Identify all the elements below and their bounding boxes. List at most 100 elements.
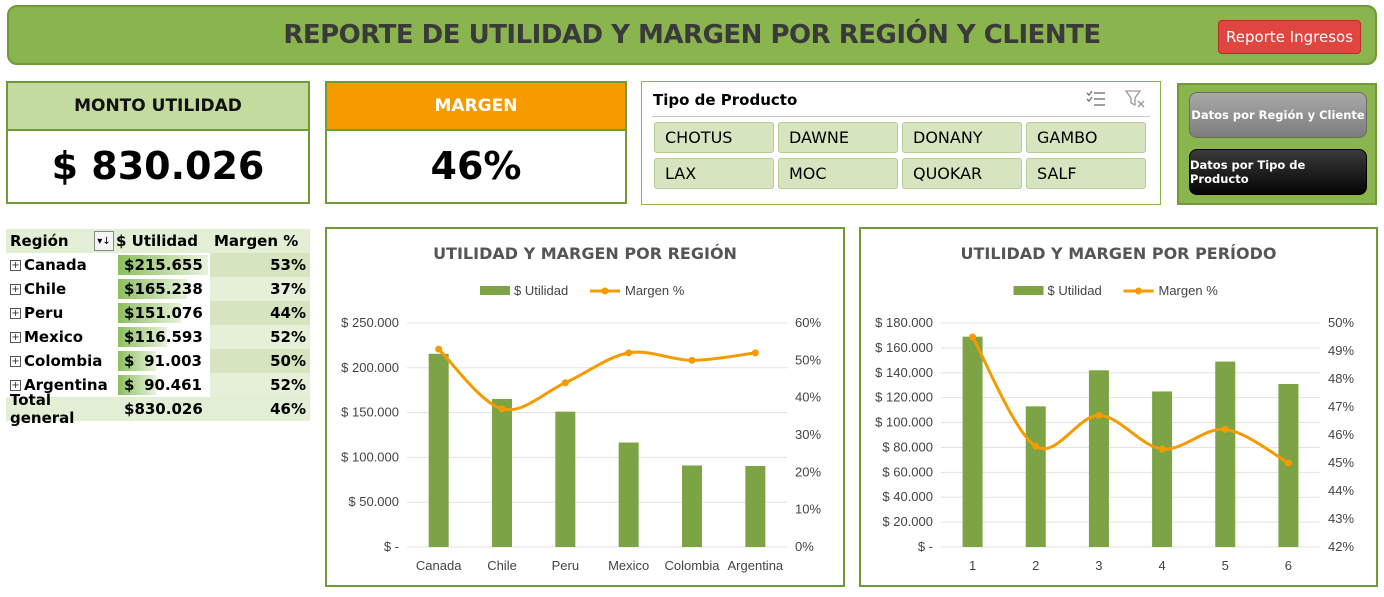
bar-utilidad (1088, 370, 1109, 547)
chart-utilidad-margen-periodo: UTILIDAD Y MARGEN POR PERÍODO $ Utilidad M… (859, 227, 1378, 587)
x-tick-label: Canada (416, 558, 462, 573)
x-tick-label: 1 (969, 558, 976, 573)
data-bar (118, 327, 167, 347)
y-tick-right: 0% (795, 539, 814, 554)
pivot-row: + Canada $215.655 53% (6, 253, 310, 277)
utilidad-value: 151.076 (134, 304, 203, 322)
y-tick-left: $ 20.000 (882, 514, 933, 529)
y-tick-right: 49% (1328, 343, 1354, 358)
slicer-title: Tipo de Producto (653, 91, 798, 109)
chart-utilidad-margen-region: UTILIDAD Y MARGEN POR REGIÓN $ Utilidad Ma… (325, 227, 845, 587)
y-tick-right: 40% (795, 390, 821, 405)
legend-label-utilidad: $ Utilidad (514, 283, 568, 298)
total-label: Total general (10, 391, 75, 427)
region-header: Región (10, 232, 69, 250)
bar-utilidad (492, 398, 512, 547)
point-margen (969, 333, 977, 341)
pivot-body: + Canada $215.655 53% + Chile $165.238 37% + Peru… (6, 253, 310, 397)
bar-utilidad (618, 442, 639, 547)
chart-svg: UTILIDAD Y MARGEN POR PERÍODO $ Utilidad M… (875, 244, 1354, 573)
expand-icon[interactable]: + (10, 331, 21, 343)
expand-icon[interactable]: + (10, 307, 21, 319)
y-tick-right: 42% (1328, 539, 1354, 554)
utilidad-value: 90.461 (144, 376, 202, 394)
datos-tipo-producto-button[interactable]: Datos por Tipo de Producto (1189, 149, 1367, 195)
line-margen (437, 348, 756, 412)
y-tick-left: $ 160.000 (875, 340, 933, 355)
sort-filter-icon[interactable]: ▾↓ (94, 231, 114, 251)
expand-icon[interactable]: + (10, 379, 21, 391)
y-tick-left: $ 180.000 (875, 315, 933, 330)
y-tick-left: $ 140.000 (875, 365, 933, 380)
region-name[interactable]: Argentina (24, 376, 108, 394)
legend-swatch-utilidad (480, 286, 510, 295)
expand-icon[interactable]: + (10, 283, 21, 295)
pivot-row: + Colombia $91.003 50% (6, 349, 310, 373)
data-bar (118, 303, 181, 323)
x-tick-label: 2 (1032, 558, 1039, 573)
legend-label-margen: Margen % (1159, 283, 1219, 298)
utilidad-value: 165.238 (134, 280, 203, 298)
point-margen (751, 349, 759, 357)
point-margen (1284, 459, 1292, 467)
currency-symbol: $ (124, 256, 135, 274)
bar-utilidad (962, 336, 983, 547)
region-name[interactable]: Chile (24, 280, 67, 298)
slicer-item[interactable]: GAMBO (1026, 122, 1146, 153)
region-name[interactable]: Colombia (24, 352, 103, 370)
slicer-item[interactable]: QUOKAR (902, 158, 1022, 189)
kpi-label: MARGEN (327, 83, 625, 131)
data-bar (118, 351, 156, 371)
y-tick-left: $ 50.000 (348, 494, 399, 509)
line-margen (971, 336, 1290, 465)
slicer-item[interactable]: SALF (1026, 158, 1146, 189)
legend-label-utilidad: $ Utilidad (1048, 283, 1102, 298)
slicer-item[interactable]: DONANY (902, 122, 1022, 153)
total-margen: 46% (270, 400, 306, 418)
expand-icon[interactable]: + (10, 259, 21, 271)
chart-title: UTILIDAD Y MARGEN POR REGIÓN (433, 244, 737, 263)
datos-region-cliente-button[interactable]: Datos por Región y Cliente (1189, 92, 1367, 138)
region-name[interactable]: Peru (24, 304, 64, 322)
x-tick-label: 3 (1095, 558, 1102, 573)
y-tick-left: $ 120.000 (875, 390, 933, 405)
slicer-item[interactable]: DAWNE (778, 122, 898, 153)
utilidad-header: $ Utilidad (116, 232, 199, 250)
bar-utilidad (428, 353, 449, 547)
kpi-value: 46% (430, 144, 522, 188)
total-utilidad: 830.026 (134, 400, 203, 418)
y-tick-right: 45% (1328, 455, 1354, 470)
data-bar (118, 375, 156, 395)
currency-symbol: $ (124, 376, 135, 394)
slicer-item[interactable]: CHOTUS (654, 122, 774, 153)
region-name[interactable]: Canada (24, 256, 87, 274)
region-name[interactable]: Mexico (24, 328, 84, 346)
point-margen (1221, 425, 1229, 433)
point-margen (561, 379, 569, 387)
pivot-row: + Peru $151.076 44% (6, 301, 310, 325)
legend-marker-margen (1135, 287, 1142, 295)
margen-header: Margen % (214, 232, 299, 250)
y-tick-left: $ 250.000 (341, 315, 399, 330)
utilidad-value: 215.655 (134, 256, 203, 274)
y-tick-left: $ 100.000 (341, 449, 399, 464)
x-tick-label: 5 (1222, 558, 1229, 573)
clear-filter-icon[interactable] (1124, 88, 1146, 110)
margen-value: 52% (270, 328, 306, 346)
reporte-ingresos-button[interactable]: Reporte Ingresos (1218, 20, 1361, 54)
data-bar (118, 279, 187, 299)
y-tick-right: 46% (1328, 427, 1354, 442)
slicer-item[interactable]: MOC (778, 158, 898, 189)
point-margen (1158, 445, 1166, 453)
multi-select-icon[interactable] (1085, 88, 1107, 110)
x-tick-label: Argentina (728, 558, 784, 573)
expand-icon[interactable]: + (10, 355, 21, 367)
bar-utilidad (555, 411, 576, 547)
kpi-card-utilidad: MONTO UTILIDAD $ 830.026 (6, 81, 310, 204)
legend-marker-margen (601, 287, 609, 295)
slicer-item[interactable]: LAX (654, 158, 774, 189)
y-tick-right: 10% (795, 502, 821, 517)
x-tick-label: 6 (1285, 558, 1292, 573)
y-tick-right: 30% (795, 427, 821, 442)
y-tick-right: 20% (795, 464, 821, 479)
